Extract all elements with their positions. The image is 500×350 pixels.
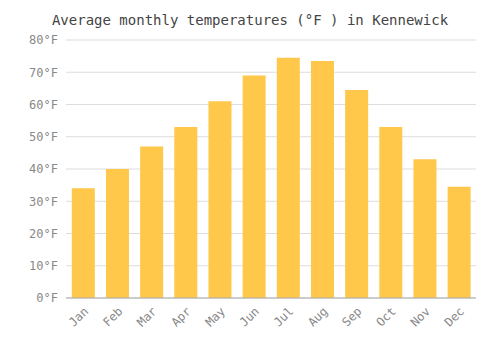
svg-text:Feb: Feb: [100, 304, 125, 329]
svg-text:Oct: Oct: [373, 304, 398, 329]
svg-text:Sep: Sep: [339, 304, 364, 329]
html-text:Average monthly temperatures (: Average monthly temperatures (°F ) in Ke…: [51, 12, 449, 28]
svg-text:Apr: Apr: [168, 304, 193, 329]
svg-text:Aug: Aug: [305, 304, 330, 329]
svg-text:Nov: Nov: [408, 304, 433, 329]
svg-text:20°F: 20°F: [29, 227, 58, 241]
svg-text:Dec: Dec: [442, 304, 467, 329]
svg-text:Jun: Jun: [237, 304, 262, 329]
svg-text:May: May: [203, 304, 228, 329]
svg-text:60°F: 60°F: [29, 98, 58, 112]
svg-text:Jan: Jan: [66, 304, 91, 329]
svg-text:10°F: 10°F: [29, 259, 58, 273]
svg-text:70°F: 70°F: [29, 66, 58, 80]
svg-text:30°F: 30°F: [29, 195, 58, 209]
svg-text:40°F: 40°F: [29, 162, 58, 176]
svg-text:0°F: 0°F: [36, 291, 58, 305]
svg-text:Jul: Jul: [271, 304, 296, 329]
svg-text:80°F: 80°F: [29, 33, 58, 47]
svg-text:50°F: 50°F: [29, 130, 58, 144]
svg-text:Mar: Mar: [134, 304, 159, 329]
